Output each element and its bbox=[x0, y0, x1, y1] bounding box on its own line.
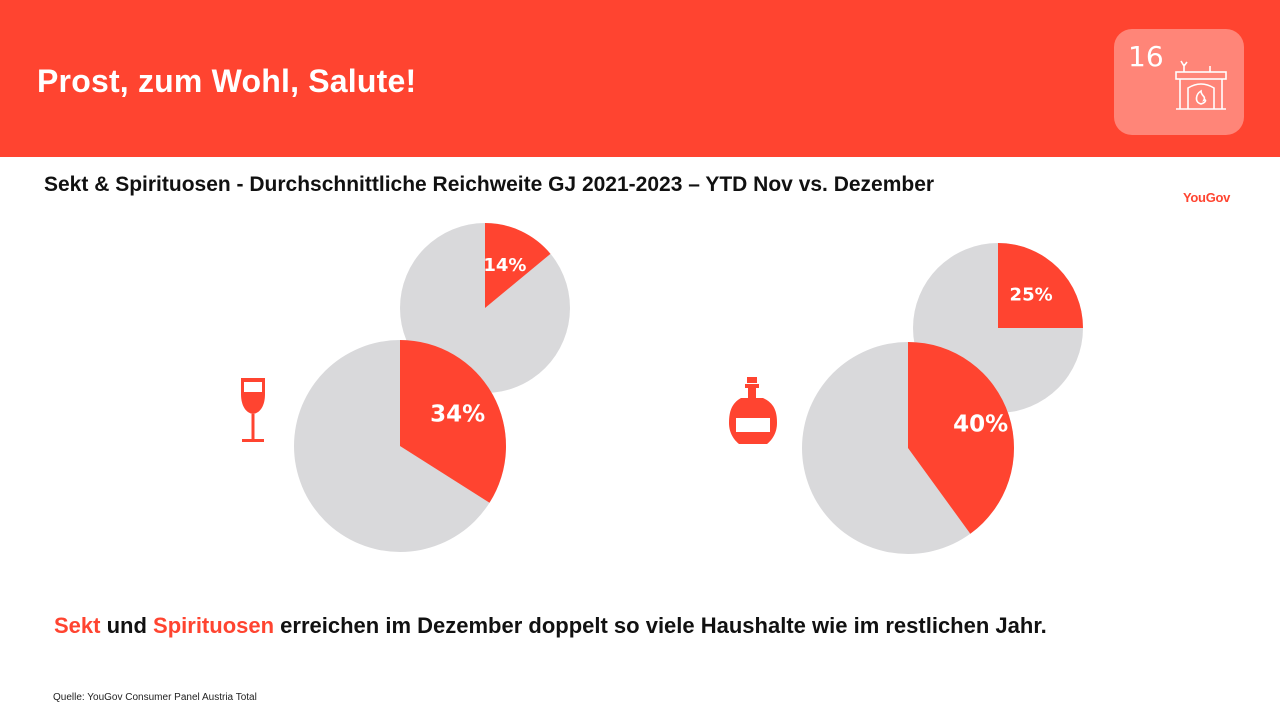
page-badge: 16 bbox=[1114, 29, 1244, 135]
page-title: Prost, zum Wohl, Salute! bbox=[37, 63, 417, 99]
pie-slice-spirituosen-1 bbox=[908, 342, 1015, 534]
takeaway-sekt: Sekt bbox=[54, 613, 101, 638]
pie-label-spirituosen-0: 25% bbox=[1010, 284, 1053, 305]
header-banner: Prost, zum Wohl, Salute! 16 bbox=[0, 0, 1280, 157]
takeaway-text: Sekt und Spirituosen erreichen im Dezemb… bbox=[54, 613, 1254, 639]
yougov-logo: YouGov bbox=[1183, 190, 1231, 205]
pie-label-sekt-1: 34% bbox=[430, 401, 485, 427]
takeaway-und: und bbox=[100, 613, 154, 638]
wine-glass-icon bbox=[241, 378, 265, 442]
pie-slice-spirituosen-0 bbox=[998, 243, 1083, 328]
takeaway-spirituosen: Spirituosen bbox=[153, 613, 275, 638]
takeaway-rest: erreichen im Dezember doppelt so viele H… bbox=[274, 613, 1047, 638]
pie-label-sekt-0: 14% bbox=[483, 255, 526, 276]
source-note: Quelle: YouGov Consumer Panel Austria To… bbox=[53, 692, 257, 703]
chart-subtitle: Sekt & Spirituosen - Durchschnittliche R… bbox=[44, 173, 935, 196]
page-number: 16 bbox=[1128, 40, 1164, 73]
pie-slice-sekt-1 bbox=[400, 340, 507, 503]
liquor-bottle-icon bbox=[729, 377, 777, 444]
pie-slice-sekt-0 bbox=[485, 223, 551, 308]
fireplace-icon bbox=[1175, 60, 1227, 110]
pie-label-spirituosen-1: 40% bbox=[953, 411, 1008, 437]
